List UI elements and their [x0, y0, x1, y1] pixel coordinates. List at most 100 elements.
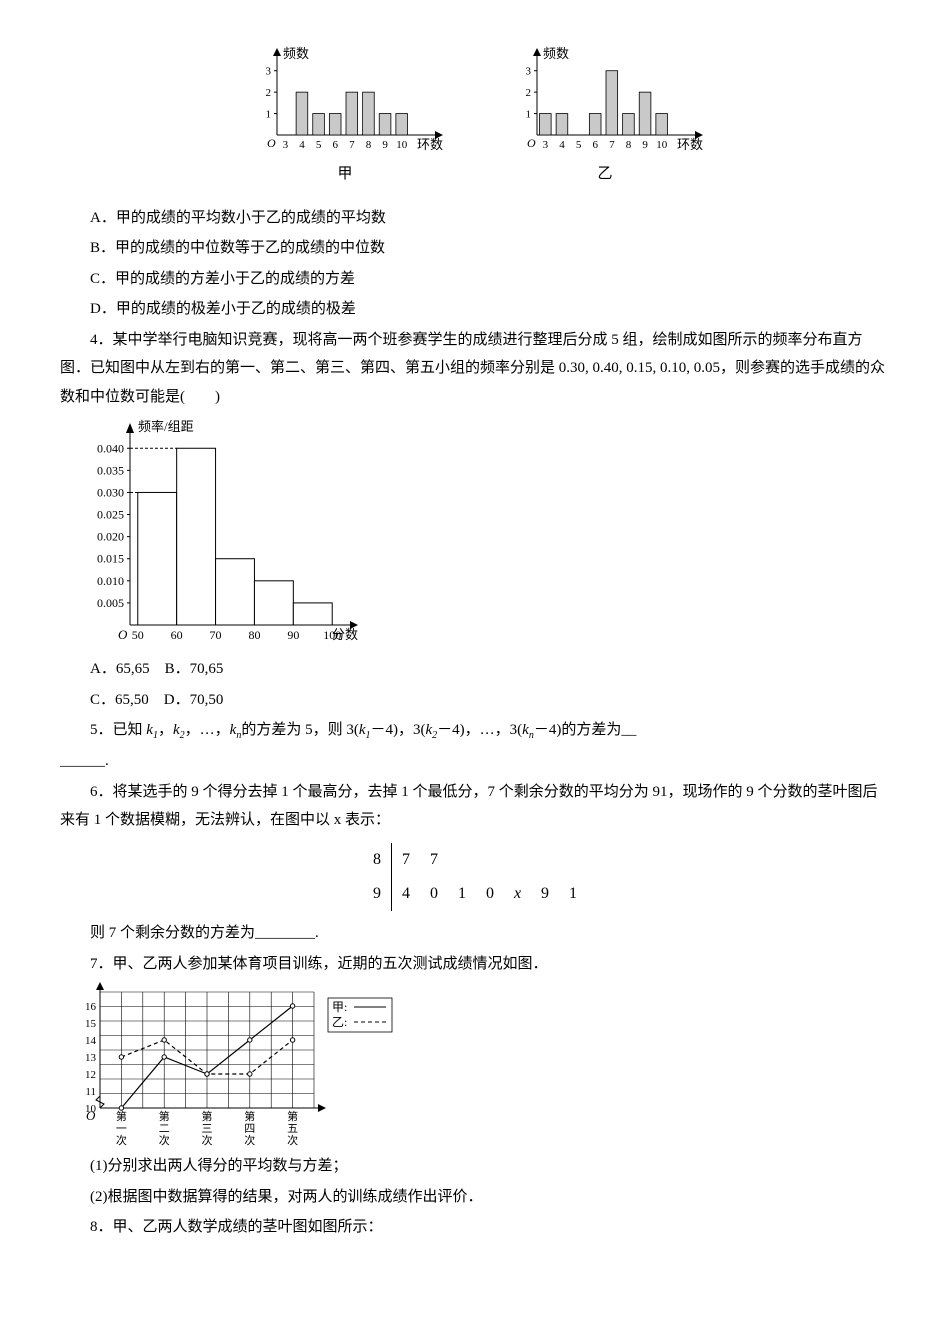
- svg-text:3: 3: [266, 66, 272, 78]
- svg-text:0.020: 0.020: [97, 530, 124, 544]
- svg-text:第: 第: [244, 1109, 255, 1123]
- q7-sub2: (2)根据图中数据算得的结果，对两人的训练成绩作出评价．: [60, 1183, 890, 1212]
- svg-text:12: 12: [85, 1069, 96, 1081]
- svg-text:80: 80: [248, 628, 260, 642]
- svg-text:O: O: [118, 627, 128, 642]
- svg-text:13: 13: [85, 1052, 97, 1064]
- svg-text:6: 6: [592, 139, 598, 151]
- svg-text:6: 6: [332, 139, 338, 151]
- q5-dots: ，…，: [185, 722, 230, 738]
- q5-k1: k: [146, 722, 153, 738]
- svg-text:频数: 频数: [543, 46, 569, 61]
- chart-yi: 123345678910O频数环数 乙: [505, 40, 705, 189]
- svg-text:3: 3: [543, 139, 549, 151]
- q4-optsAB: A．65,65 B．70,65: [60, 655, 890, 684]
- svg-text:0.010: 0.010: [97, 574, 124, 588]
- svg-text:第: 第: [287, 1109, 298, 1123]
- svg-text:0.040: 0.040: [97, 441, 124, 455]
- q6-text: 6．将某选手的 9 个得分去掉 1 个最高分，去掉 1 个最低分，7 个剩余分数…: [60, 778, 890, 835]
- q8-text: 8．甲、乙两人数学成绩的茎叶图如图所示：: [60, 1213, 890, 1242]
- q7-chart: 10111213141516O第一次第二次第三次第四次第五次甲:乙:: [60, 980, 890, 1150]
- svg-text:7: 7: [349, 139, 355, 151]
- svg-text:四: 四: [244, 1123, 255, 1135]
- svg-text:0.015: 0.015: [97, 552, 124, 566]
- caption-yi: 乙: [505, 160, 705, 189]
- svg-text:11: 11: [85, 1086, 96, 1098]
- svg-text:环数: 环数: [677, 137, 703, 152]
- svg-text:90: 90: [287, 628, 299, 642]
- svg-text:O: O: [86, 1108, 96, 1123]
- svg-text:14: 14: [85, 1035, 97, 1047]
- svg-text:0.035: 0.035: [97, 463, 124, 477]
- q5-b: 的方差为 5，则 3(: [241, 722, 359, 738]
- svg-text:0.030: 0.030: [97, 485, 124, 499]
- svg-text:频率/组距: 频率/组距: [138, 419, 194, 434]
- svg-text:三: 三: [202, 1123, 213, 1135]
- svg-text:次: 次: [202, 1133, 213, 1147]
- svg-text:乙:: 乙:: [332, 1015, 347, 1029]
- svg-text:2: 2: [266, 87, 272, 99]
- svg-text:O: O: [267, 136, 276, 150]
- q5-c1: ，: [158, 722, 173, 738]
- q5-m4b: －4)，…，3(: [437, 722, 522, 738]
- q3-optB: B．甲的成绩的中位数等于乙的成绩的中位数: [60, 234, 890, 263]
- svg-text:5: 5: [316, 139, 322, 151]
- svg-text:1: 1: [266, 109, 272, 121]
- svg-text:次: 次: [159, 1133, 170, 1147]
- q5-m4a: －4)，3(: [370, 722, 425, 738]
- svg-text:4: 4: [559, 139, 565, 151]
- q5-knb: k: [522, 722, 529, 738]
- chart-jia: 123345678910O频数环数 甲: [245, 40, 445, 189]
- svg-text:5: 5: [576, 139, 582, 151]
- svg-text:2: 2: [526, 87, 532, 99]
- q4-stem: 4．某中学举行电脑知识竞赛，现将高一两个班参赛学生的成绩进行整理后分成 5 组，…: [60, 326, 890, 412]
- svg-text:16: 16: [85, 1001, 97, 1013]
- svg-text:50: 50: [132, 628, 144, 642]
- svg-text:环数: 环数: [417, 137, 443, 152]
- svg-text:9: 9: [642, 139, 648, 151]
- caption-jia: 甲: [245, 160, 445, 189]
- svg-text:9: 9: [382, 139, 388, 151]
- svg-text:4: 4: [299, 139, 305, 151]
- q3-optD: D．甲的成绩的极差小于乙的成绩的极差: [60, 295, 890, 324]
- q4-histogram: 0.005 0.010 0.015 0.020 0.025 0.030 0.035 0.040…: [60, 413, 890, 653]
- svg-text:二: 二: [159, 1123, 170, 1135]
- svg-text:10: 10: [396, 139, 408, 151]
- svg-text:第: 第: [202, 1109, 213, 1123]
- svg-text:第: 第: [159, 1109, 170, 1123]
- svg-text:一: 一: [116, 1123, 127, 1135]
- svg-text:五: 五: [287, 1123, 298, 1135]
- svg-text:3: 3: [283, 139, 289, 151]
- q6-tail: 则 7 个剩余分数的方差为________.: [60, 919, 890, 948]
- svg-text:1: 1: [526, 109, 532, 121]
- svg-text:甲:: 甲:: [332, 1000, 347, 1014]
- svg-text:8: 8: [626, 139, 632, 151]
- q4-optsCD: C．65,50 D．70,50: [60, 686, 890, 715]
- svg-text:0.025: 0.025: [97, 508, 124, 522]
- svg-text:10: 10: [656, 139, 668, 151]
- svg-text:70: 70: [210, 628, 222, 642]
- svg-text:O: O: [527, 136, 536, 150]
- q5-line1: 5．已知 k1，k2，…，kn的方差为 5，则 3(k1－4)，3(k2－4)，…: [60, 716, 890, 745]
- svg-text:频数: 频数: [283, 46, 309, 61]
- svg-text:8: 8: [366, 139, 372, 151]
- q7-text: 7．甲、乙两人参加某体育项目训练，近期的五次测试成绩情况如图．: [60, 950, 890, 979]
- svg-text:次: 次: [244, 1133, 255, 1147]
- q5-a: 5．已知: [90, 722, 146, 738]
- svg-text:60: 60: [171, 628, 183, 642]
- q3-optC: C．甲的成绩的方差小于乙的成绩的方差: [60, 265, 890, 294]
- svg-text:次: 次: [287, 1133, 298, 1147]
- svg-text:3: 3: [526, 66, 532, 78]
- q7-sub1: (1)分别求出两人得分的平均数与方差；: [60, 1152, 890, 1181]
- svg-text:第: 第: [116, 1109, 127, 1123]
- svg-text:次: 次: [116, 1133, 127, 1147]
- svg-text:7: 7: [609, 139, 615, 151]
- q6-stemleaf: 87794010x91: [60, 843, 890, 912]
- q5-m4c: －4)的方差为__: [534, 722, 637, 738]
- svg-text:分数: 分数: [332, 627, 358, 642]
- fig-jia-yi: 123345678910O频数环数 甲 123345678910O频数环数 乙: [60, 40, 890, 189]
- q5-k2: k: [173, 722, 180, 738]
- svg-text:15: 15: [85, 1018, 97, 1030]
- svg-text:0.005: 0.005: [97, 596, 124, 610]
- q5-tail: ______.: [60, 747, 890, 776]
